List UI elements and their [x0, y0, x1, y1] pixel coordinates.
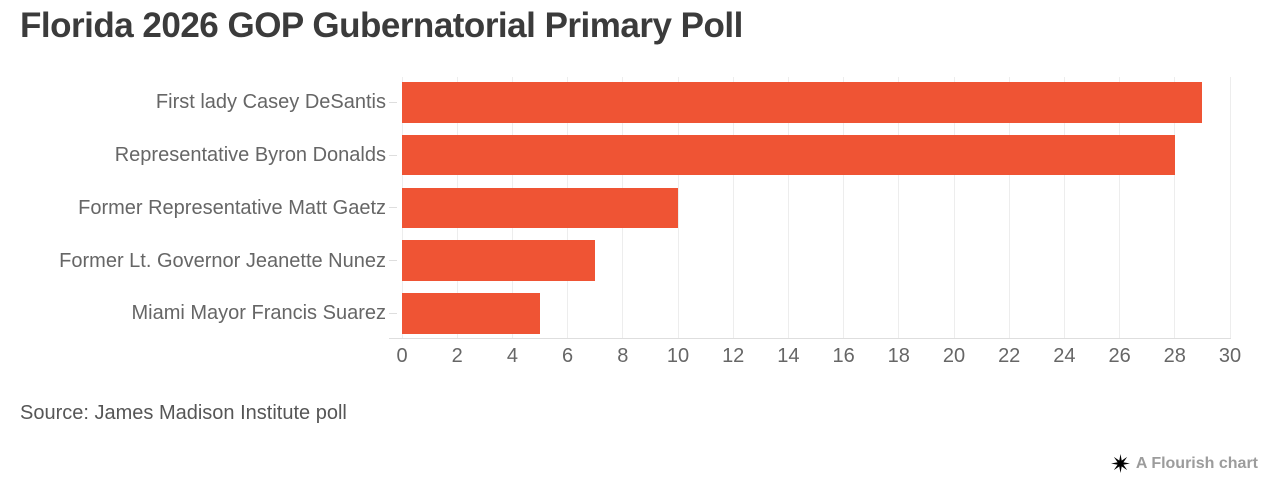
gridline — [1119, 77, 1121, 338]
gridline — [1229, 77, 1231, 338]
x-tick-label: 30 — [1218, 345, 1242, 367]
bar — [402, 293, 540, 334]
x-axis-line — [389, 338, 1231, 339]
x-tick-label: 8 — [617, 345, 629, 367]
flourish-attribution[interactable]: A Flourish chart — [1110, 453, 1258, 474]
bar — [402, 82, 1203, 123]
category-label: Former Lt. Governor Jeanette Nunez — [59, 249, 386, 272]
gridline — [843, 77, 845, 338]
category-label: Miami Mayor Francis Suarez — [131, 302, 386, 325]
gridline — [732, 77, 734, 338]
category-label: Representative Byron Donalds — [114, 144, 386, 166]
category-label: First lady Casey DeSantis — [155, 91, 386, 114]
x-tick-label: 20 — [942, 345, 966, 367]
x-tick-label: 4 — [506, 345, 518, 367]
y-tick-mark — [389, 312, 397, 314]
x-tick-label: 28 — [1163, 345, 1186, 367]
bar — [402, 134, 1175, 176]
x-tick-label: 12 — [722, 345, 745, 367]
chart-title: Florida 2026 GOP Gubernatorial Primary P… — [20, 6, 743, 45]
gridline — [953, 77, 955, 338]
x-tick-label: 0 — [396, 345, 408, 367]
gridline — [898, 77, 900, 338]
bar — [402, 187, 678, 228]
attribution-label: A Flourish chart — [1135, 454, 1258, 472]
x-tick-label: 6 — [562, 345, 574, 367]
flourish-asterisk-icon — [1110, 454, 1130, 473]
x-tick-label: 24 — [1053, 345, 1076, 367]
gridline — [1174, 77, 1176, 338]
x-tick-label: 16 — [832, 345, 855, 367]
y-tick-mark — [389, 207, 397, 209]
bar — [402, 240, 596, 281]
x-tick-label: 18 — [887, 345, 910, 367]
gridline — [787, 77, 789, 338]
gridline — [1063, 77, 1065, 338]
x-tick-label: 2 — [451, 345, 463, 367]
x-tick-label: 14 — [777, 345, 800, 367]
y-tick-mark — [389, 154, 397, 156]
category-label: Former Representative Matt Gaetz — [78, 196, 386, 219]
gridline — [677, 77, 679, 338]
y-tick-mark — [389, 260, 397, 261]
x-tick-label: 22 — [998, 345, 1021, 367]
source-note: Source: James Madison Institute poll — [20, 402, 347, 424]
x-tick-label: 26 — [1108, 345, 1131, 367]
x-tick-label: 10 — [666, 345, 690, 367]
gridline — [1008, 77, 1010, 338]
y-tick-mark — [389, 101, 397, 103]
